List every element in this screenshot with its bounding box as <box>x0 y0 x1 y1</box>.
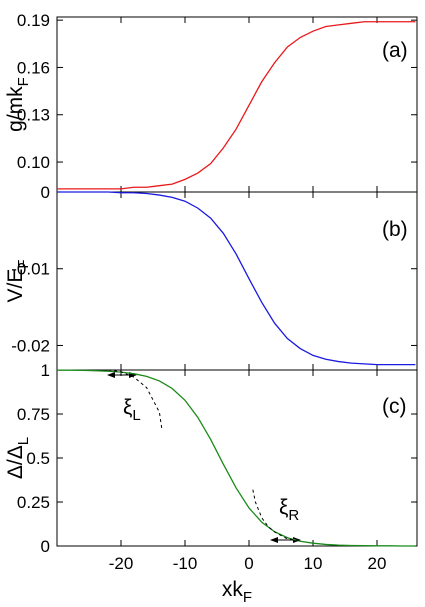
text-part: V/E <box>4 269 27 303</box>
annotation: (a) <box>382 39 408 62</box>
data-line <box>57 21 416 190</box>
text-part: ξ <box>279 496 288 519</box>
subscript: F <box>15 77 32 86</box>
annotation: (b) <box>382 218 408 241</box>
y-tick-label: 0.19 <box>17 11 50 30</box>
annotation: ξR <box>279 496 299 524</box>
x-tick-label: -20 <box>109 554 134 573</box>
subscript: R <box>288 507 299 524</box>
y-tick-label: 1 <box>41 361 50 380</box>
x-tick-label: 10 <box>304 554 323 573</box>
subscript: F <box>15 259 32 268</box>
text-part: ξ <box>123 396 132 419</box>
x-tick-label: 20 <box>368 554 387 573</box>
x-tick-label: -10 <box>173 554 198 573</box>
subscript: L <box>132 407 140 424</box>
y-tick-label: 0.75 <box>17 405 50 424</box>
annotation: ξL <box>123 396 141 424</box>
dashed-line <box>252 489 301 542</box>
text-part: xk <box>222 578 244 601</box>
text-part: Δ/Δ <box>4 445 27 479</box>
y-tick-label: 0.16 <box>17 58 50 77</box>
plot-frame <box>56 16 418 193</box>
plot-frame <box>56 191 418 371</box>
text-part: (c) <box>382 395 407 418</box>
x-tick-label: 0 <box>244 554 253 573</box>
data-line <box>57 369 416 547</box>
y-tick-label: 0 <box>41 537 50 556</box>
subscript: L <box>15 437 32 445</box>
y-tick-label: 0.5 <box>26 449 50 468</box>
subscript: F <box>243 589 252 606</box>
x-axis-label: xkF <box>222 578 252 606</box>
y-tick-label: -0.01 <box>11 260 50 279</box>
text-part: g/mk <box>4 86 27 132</box>
y-tick-label: -0.02 <box>11 336 50 355</box>
y-tick-label: 0.10 <box>17 153 50 172</box>
text-part: (b) <box>382 218 408 241</box>
y-tick-label: 0 <box>41 183 50 202</box>
plot-frame <box>56 369 418 547</box>
data-line <box>57 191 416 366</box>
text-part: (a) <box>382 39 408 62</box>
y-axis-label: V/EF <box>4 259 32 302</box>
y-axis-label: g/mkF <box>4 77 32 132</box>
y-tick-label: 0.13 <box>17 106 50 125</box>
dashed-line <box>108 369 163 430</box>
annotation: (c) <box>382 395 407 418</box>
y-axis-label: Δ/ΔL <box>4 437 32 479</box>
y-tick-label: 0.25 <box>17 493 50 512</box>
